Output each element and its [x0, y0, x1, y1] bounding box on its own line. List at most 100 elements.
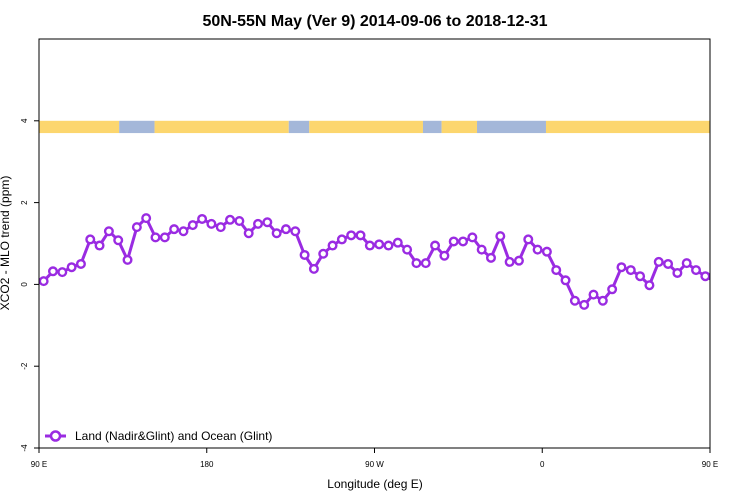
- data-point: [485, 252, 496, 263]
- x-tick-label: 180: [200, 460, 214, 469]
- data-point: [720, 268, 728, 276]
- data-point: [739, 263, 747, 271]
- legend-point-marker: [49, 430, 62, 442]
- x-tick-label: 90 W: [365, 460, 384, 469]
- data-point: [635, 271, 646, 282]
- x-tick-label: 90 E: [31, 460, 47, 469]
- data-point: [364, 240, 375, 251]
- x-axis: 90 E 180 90 W 0 90 E: [31, 448, 718, 469]
- data-point: [625, 265, 636, 276]
- data-point: [215, 222, 226, 233]
- data-point: [225, 214, 236, 225]
- data-point: [560, 275, 571, 286]
- band-segment-ocean: [422, 120, 442, 134]
- data-point: [411, 258, 422, 269]
- data-point: [653, 256, 664, 267]
- data-point: [318, 248, 329, 259]
- band-segment-ocean: [288, 120, 310, 134]
- data-point: [280, 224, 291, 235]
- data-point: [47, 266, 58, 277]
- data-point: [430, 240, 441, 251]
- data-point: [700, 271, 710, 282]
- data-point: [374, 239, 385, 250]
- data-point: [150, 232, 161, 243]
- band-segment-land: [545, 120, 710, 134]
- data-point: [439, 250, 450, 261]
- data-point: [729, 268, 737, 276]
- data-point: [169, 224, 180, 235]
- data-point: [103, 226, 114, 237]
- band-segment-ocean: [477, 120, 546, 134]
- data-point: [672, 267, 683, 278]
- band-segment-land: [39, 120, 120, 134]
- data-point: [178, 226, 189, 237]
- y-tick-label: -4: [20, 444, 29, 452]
- data-point: [513, 255, 524, 266]
- data-point: [141, 213, 152, 224]
- data-point: [290, 226, 301, 237]
- data-point: [681, 258, 692, 269]
- data-point: [597, 295, 608, 306]
- x-axis-label: Longitude (deg E): [327, 477, 422, 491]
- band-segment-land: [441, 120, 478, 134]
- data-point: [420, 258, 431, 269]
- data-point: [616, 262, 627, 273]
- data-point: [458, 236, 469, 247]
- data-point: [495, 231, 506, 242]
- y-tick-label: 0: [20, 282, 29, 287]
- data-point: [197, 213, 208, 224]
- chart-title: 50N-55N May (Ver 9) 2014-09-06 to 2018-1…: [202, 13, 547, 30]
- data-point: [402, 244, 413, 255]
- data-point: [66, 262, 77, 273]
- data-point: [253, 218, 264, 229]
- data-point: [122, 254, 133, 265]
- data-point: [346, 230, 357, 241]
- data-point: [75, 258, 86, 269]
- data-point: [131, 222, 142, 233]
- data-point: [392, 237, 403, 248]
- data-point: [644, 280, 655, 291]
- legend: Land (Nadir&Glint) and Ocean (Glint): [45, 429, 272, 443]
- y-axis-label: XCO2 - MLO trend (ppm): [0, 176, 12, 311]
- data-point: [94, 240, 105, 251]
- data-point: [159, 232, 170, 243]
- data-point: [206, 218, 217, 229]
- data-point: [691, 265, 702, 276]
- data-point: [234, 216, 245, 227]
- data-point: [355, 230, 366, 241]
- data-point: [663, 258, 674, 269]
- data-point: [262, 217, 273, 228]
- data-point: [532, 244, 543, 255]
- data-point: [113, 235, 124, 246]
- data-point: [383, 240, 394, 251]
- y-axis: -4 -2 0 2 4: [20, 118, 39, 452]
- data-point: [523, 234, 534, 245]
- band-segment-land: [309, 120, 423, 134]
- y-tick-label: -2: [20, 362, 29, 370]
- data-point: [271, 228, 282, 239]
- y-tick-label: 2: [20, 200, 29, 205]
- data-point: [588, 289, 599, 300]
- band-segment-ocean: [745, 121, 750, 133]
- x-tick-label: 90 E: [702, 460, 718, 469]
- data-point: [299, 249, 310, 260]
- data-point: [607, 284, 618, 295]
- data-point: [541, 246, 552, 257]
- data-point: [85, 234, 96, 245]
- data-point: [243, 228, 254, 239]
- data-point: [467, 232, 478, 243]
- series-layer: [39, 213, 747, 310]
- data-point: [579, 299, 590, 310]
- data-point: [336, 234, 347, 245]
- series-line: [42, 216, 710, 307]
- data-point: [551, 265, 562, 276]
- data-point: [39, 276, 49, 287]
- data-point: [57, 267, 68, 278]
- data-point: [308, 263, 319, 274]
- band-segment-land: [154, 120, 289, 134]
- legend-entry-label: Land (Nadir&Glint) and Ocean (Glint): [75, 429, 272, 443]
- data-point: [327, 240, 338, 251]
- data-point: [709, 279, 710, 283]
- data-point: [504, 256, 515, 267]
- y-tick-label: 4: [20, 118, 29, 123]
